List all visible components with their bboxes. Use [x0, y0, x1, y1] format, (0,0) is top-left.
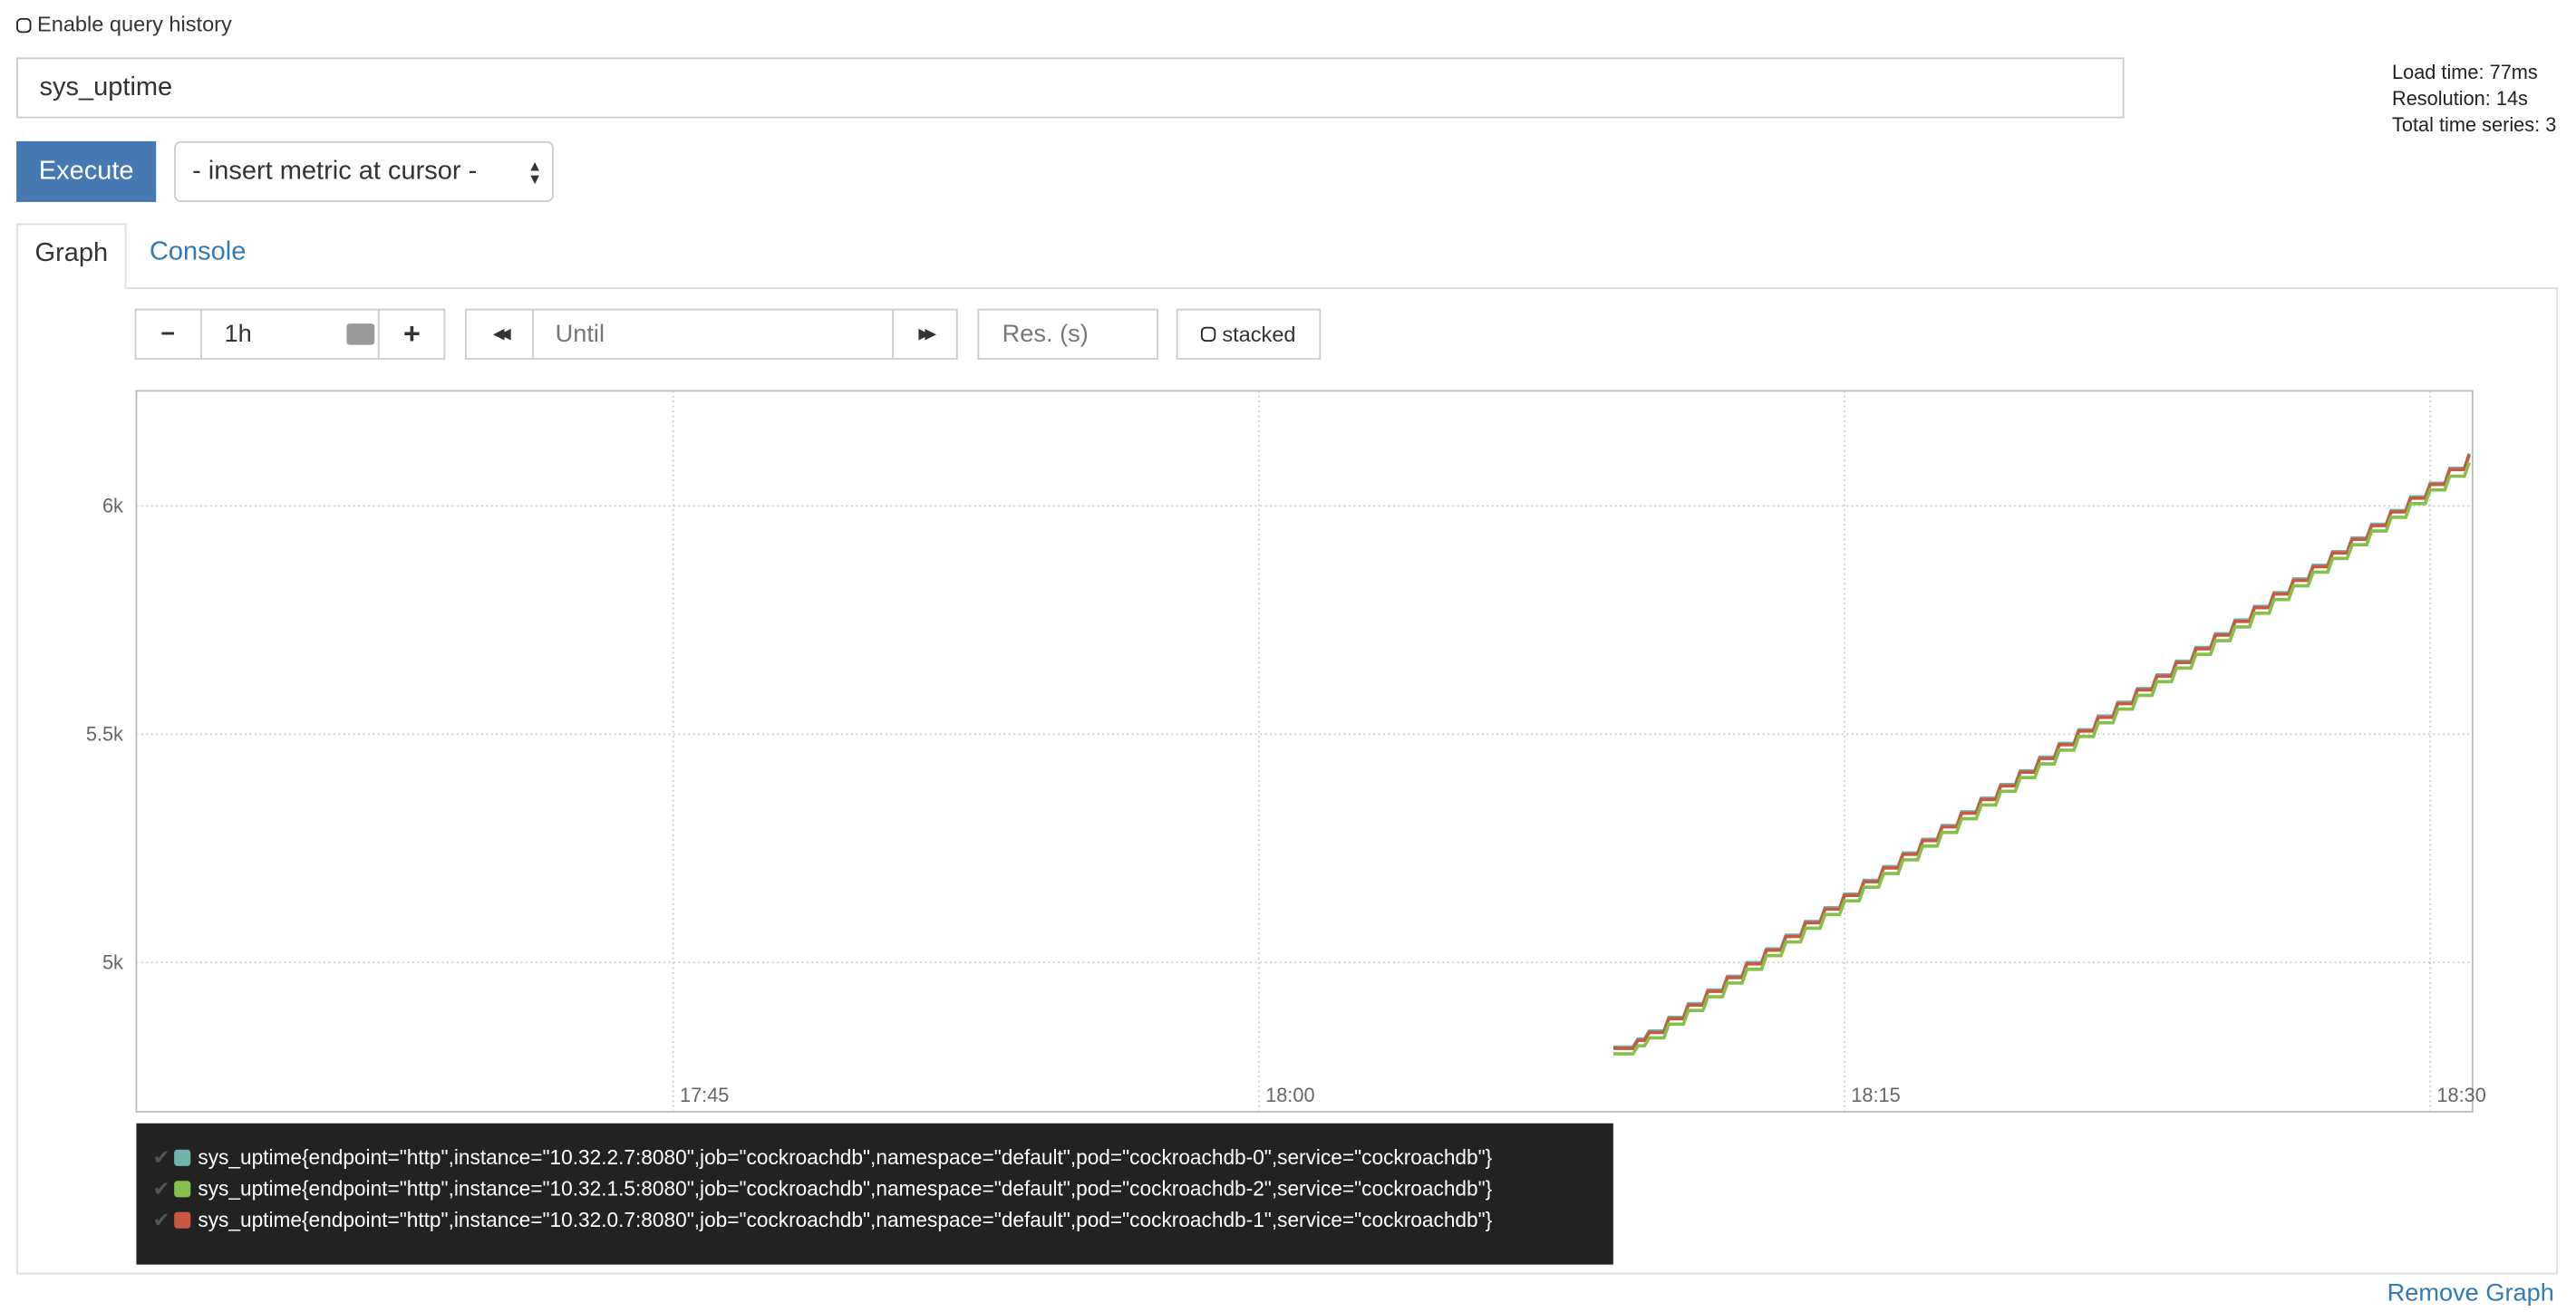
series-swatch	[175, 1149, 192, 1166]
total-series: Total time series: 3	[2392, 113, 2557, 137]
calendar-icon[interactable]	[347, 323, 376, 345]
plot-area	[135, 390, 2474, 1113]
forward-button[interactable]: ▶▶	[918, 324, 936, 342]
remove-graph-link[interactable]: Remove Graph	[2387, 1278, 2554, 1307]
series-name: sys_uptime{endpoint="http",instance="10.…	[198, 1177, 1493, 1201]
legend-item[interactable]: ✔ sys_uptime{endpoint="http",instance="10…	[153, 1205, 1613, 1236]
series-line	[1613, 452, 2471, 1049]
range-increase-button[interactable]: +	[402, 316, 421, 351]
legend-item[interactable]: ✔ sys_uptime{endpoint="http",instance="10…	[153, 1174, 1613, 1205]
query-stats: Load time: 77ms Resolution: 14s Total ti…	[2392, 59, 2556, 138]
checkbox[interactable]	[16, 18, 32, 34]
select-value: - insert metric at cursor -	[192, 158, 478, 186]
until-input[interactable]: Until	[534, 310, 894, 359]
x-tick-label: 18:00	[1265, 1084, 1314, 1106]
series-line	[1613, 454, 2471, 1050]
resolution: Resolution: 14s	[2392, 87, 2528, 111]
tab-console[interactable]: Console	[149, 237, 247, 266]
y-tick-label: 5k	[102, 951, 123, 974]
check-icon[interactable]: ✔	[152, 1209, 170, 1232]
x-tick-label: 17:45	[680, 1084, 729, 1106]
enable-query-history[interactable]: Enable query history	[16, 12, 232, 36]
resolution-input[interactable]: Res. (s)	[977, 308, 1158, 360]
y-tick-label: 5.5k	[86, 723, 123, 746]
back-button[interactable]: ◀◀	[467, 310, 535, 359]
series-swatch	[175, 1181, 192, 1198]
x-tick-label: 18:30	[2436, 1084, 2485, 1106]
range-decrease-button[interactable]: −	[136, 310, 202, 359]
range-control: − 1h +	[134, 308, 446, 360]
graph-panel	[16, 287, 2559, 1275]
series-name: sys_uptime{endpoint="http",instance="10.…	[198, 1146, 1493, 1170]
series-line	[1613, 461, 2471, 1056]
series-swatch	[175, 1211, 192, 1229]
range-input[interactable]: 1h	[201, 310, 381, 359]
enable-history-label: Enable query history	[37, 11, 232, 36]
query-input[interactable]: sys_uptime	[16, 57, 2125, 119]
check-icon[interactable]: ✔	[152, 1146, 170, 1170]
execute-button[interactable]: Execute	[16, 140, 157, 202]
series-name: sys_uptime{endpoint="http",instance="10.…	[198, 1209, 1493, 1232]
insert-metric-select[interactable]: - insert metric at cursor - ▲ ▼	[174, 140, 554, 202]
chart-legend: ✔ sys_uptime{endpoint="http",instance="10…	[136, 1123, 1613, 1265]
stacked-toggle[interactable]: stacked	[1176, 308, 1322, 360]
stacked-label: stacked	[1222, 322, 1296, 347]
select-arrows-icon: ▲ ▼	[527, 158, 543, 188]
x-tick-label: 18:15	[1851, 1084, 1900, 1106]
stacked-checkbox[interactable]	[1201, 326, 1216, 342]
uptime-chart: 5k 5.5k 6k 17:45 18:00 18:15 18:30	[86, 390, 2486, 1113]
tab-graph[interactable]: Graph	[16, 223, 127, 289]
range-value: 1h	[224, 320, 252, 349]
resolution-placeholder: Res. (s)	[1002, 320, 1089, 349]
end-time-control: ◀◀ Until ▶▶	[464, 308, 958, 360]
check-icon[interactable]: ✔	[152, 1177, 170, 1201]
y-tick-label: 6k	[102, 495, 123, 517]
legend-item[interactable]: ✔ sys_uptime{endpoint="http",instance="10…	[153, 1143, 1613, 1174]
load-time: Load time: 77ms	[2392, 61, 2538, 84]
